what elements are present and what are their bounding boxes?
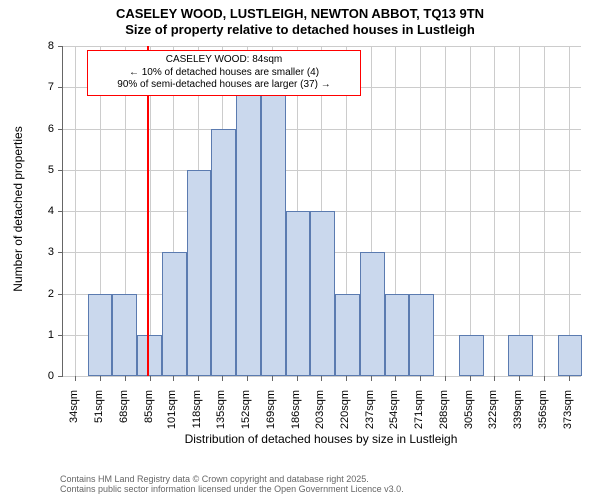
x-tick-label: 339sqm: [512, 390, 524, 440]
footer-note: Contains HM Land Registry data © Crown c…: [60, 474, 404, 494]
histogram-bar: [310, 211, 335, 376]
annotation-line: ← 10% of detached houses are smaller (4): [94, 67, 354, 80]
y-tick-label: 7: [0, 81, 54, 93]
title-block: CASELEY WOOD, LUSTLEIGH, NEWTON ABBOT, T…: [0, 0, 600, 37]
grid-line: [150, 46, 151, 376]
x-tick-mark: [297, 376, 298, 381]
reference-line: [147, 46, 149, 376]
x-tick-mark: [198, 376, 199, 381]
grid-line: [470, 46, 471, 376]
y-tick-mark: [58, 252, 63, 253]
x-tick-mark: [222, 376, 223, 381]
x-tick-mark: [100, 376, 101, 381]
grid-line: [494, 46, 495, 376]
grid-line: [544, 46, 545, 376]
y-tick-label: 3: [0, 246, 54, 258]
x-tick-label: 220sqm: [339, 390, 351, 440]
y-tick-mark: [58, 129, 63, 130]
y-tick-label: 6: [0, 123, 54, 135]
x-tick-label: 356sqm: [537, 390, 549, 440]
x-tick-label: 118sqm: [191, 390, 203, 440]
x-tick-mark: [272, 376, 273, 381]
histogram-bar: [508, 335, 533, 376]
x-tick-mark: [569, 376, 570, 381]
x-tick-mark: [321, 376, 322, 381]
x-tick-mark: [420, 376, 421, 381]
x-tick-label: 322sqm: [487, 390, 499, 440]
x-tick-label: 373sqm: [562, 390, 574, 440]
grid-line: [569, 46, 570, 376]
histogram-bar: [162, 252, 187, 376]
x-tick-label: 169sqm: [265, 390, 277, 440]
y-tick-label: 2: [0, 288, 54, 300]
x-tick-label: 186sqm: [290, 390, 302, 440]
x-tick-mark: [150, 376, 151, 381]
x-tick-mark: [247, 376, 248, 381]
annotation-box: CASELEY WOOD: 84sqm← 10% of detached hou…: [87, 50, 361, 96]
x-tick-label: 101sqm: [166, 390, 178, 440]
histogram-bar: [236, 87, 261, 376]
histogram-bar: [385, 294, 410, 377]
x-tick-label: 203sqm: [314, 390, 326, 440]
y-tick-mark: [58, 170, 63, 171]
histogram-bar: [459, 335, 484, 376]
annotation-line: 90% of semi-detached houses are larger (…: [94, 79, 354, 92]
footer-line-2: Contains public sector information licen…: [60, 484, 404, 494]
y-tick-label: 0: [0, 370, 54, 382]
y-tick-mark: [58, 211, 63, 212]
histogram-bar: [335, 294, 360, 377]
x-tick-mark: [519, 376, 520, 381]
x-tick-label: 237sqm: [364, 390, 376, 440]
plot-area: CASELEY WOOD: 84sqm← 10% of detached hou…: [62, 46, 581, 377]
y-tick-mark: [58, 46, 63, 47]
histogram-bar: [211, 129, 236, 377]
grid-line: [519, 46, 520, 376]
x-tick-label: 135sqm: [215, 390, 227, 440]
x-tick-label: 68sqm: [118, 390, 130, 440]
x-tick-mark: [75, 376, 76, 381]
y-tick-mark: [58, 87, 63, 88]
x-tick-label: 152sqm: [240, 390, 252, 440]
annotation-line: CASELEY WOOD: 84sqm: [94, 54, 354, 67]
histogram-bar: [187, 170, 212, 376]
histogram-bar: [286, 211, 311, 376]
x-tick-label: 288sqm: [438, 390, 450, 440]
x-tick-mark: [395, 376, 396, 381]
x-tick-mark: [346, 376, 347, 381]
grid-line: [445, 46, 446, 376]
histogram-bar: [360, 252, 385, 376]
y-tick-label: 1: [0, 329, 54, 341]
y-tick-mark: [58, 376, 63, 377]
x-tick-mark: [470, 376, 471, 381]
title-line-2: Size of property relative to detached ho…: [0, 22, 600, 38]
x-tick-label: 34sqm: [68, 390, 80, 440]
histogram-bar: [558, 335, 583, 376]
histogram-bar: [137, 335, 162, 376]
y-tick-label: 8: [0, 40, 54, 52]
chart-container: CASELEY WOOD, LUSTLEIGH, NEWTON ABBOT, T…: [0, 0, 600, 500]
x-tick-label: 85sqm: [143, 390, 155, 440]
x-tick-mark: [125, 376, 126, 381]
x-tick-mark: [371, 376, 372, 381]
title-line-1: CASELEY WOOD, LUSTLEIGH, NEWTON ABBOT, T…: [0, 6, 600, 22]
x-tick-label: 51sqm: [93, 390, 105, 440]
histogram-bar: [409, 294, 434, 377]
x-tick-mark: [445, 376, 446, 381]
x-tick-mark: [494, 376, 495, 381]
x-tick-label: 271sqm: [413, 390, 425, 440]
histogram-bar: [88, 294, 113, 377]
y-tick-mark: [58, 294, 63, 295]
x-tick-mark: [544, 376, 545, 381]
x-tick-mark: [173, 376, 174, 381]
x-tick-label: 305sqm: [463, 390, 475, 440]
y-tick-mark: [58, 335, 63, 336]
footer-line-1: Contains HM Land Registry data © Crown c…: [60, 474, 404, 484]
y-tick-label: 4: [0, 205, 54, 217]
y-tick-label: 5: [0, 164, 54, 176]
histogram-bar: [112, 294, 137, 377]
x-tick-label: 254sqm: [388, 390, 400, 440]
histogram-bar: [261, 87, 286, 376]
grid-line: [75, 46, 76, 376]
